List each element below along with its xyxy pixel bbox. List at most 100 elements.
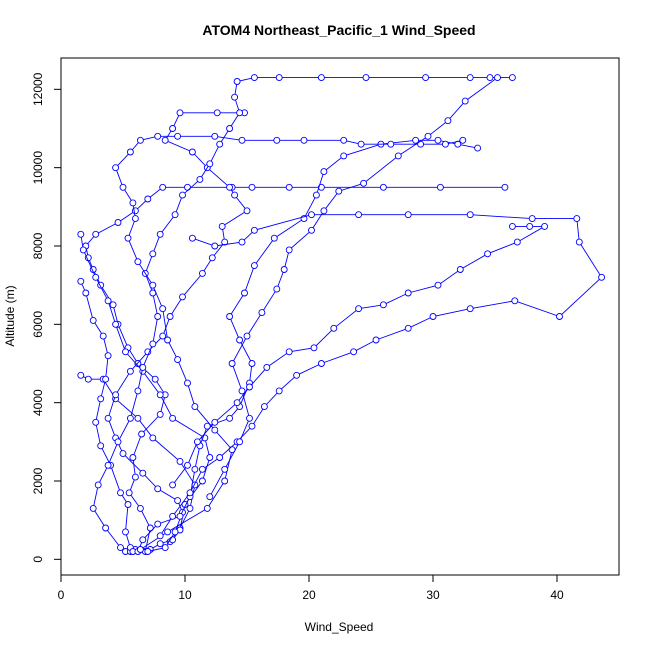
data-point (429, 313, 437, 320)
data-point (151, 375, 159, 383)
series-layer (77, 74, 606, 555)
profile-series (104, 109, 251, 555)
x-axis-label: Wind_Speed (305, 620, 374, 634)
data-point (112, 391, 120, 399)
series-line (80, 281, 131, 548)
data-point (174, 356, 182, 364)
data-point (114, 219, 122, 226)
data-point (169, 481, 177, 489)
y-tick-label: 0 (31, 556, 45, 563)
data-point (233, 78, 241, 85)
data-point (161, 136, 169, 144)
data-point (176, 109, 184, 117)
data-point (119, 183, 127, 191)
data-point (412, 136, 420, 144)
series-line (132, 139, 478, 552)
data-point (156, 230, 164, 238)
data-point (360, 179, 368, 187)
data-point (211, 242, 219, 250)
data-point (136, 504, 144, 512)
data-point (317, 74, 325, 82)
data-point (154, 520, 162, 528)
x-tick-label: 20 (302, 588, 316, 602)
data-point (134, 387, 142, 395)
data-point (236, 336, 244, 344)
data-point (149, 281, 157, 289)
y-tick-label: 4000 (31, 389, 45, 416)
data-point (246, 414, 253, 422)
data-point (243, 207, 251, 215)
data-point (198, 477, 206, 485)
data-point (355, 211, 363, 219)
y-axis-label: Altitude (m) (3, 285, 17, 346)
data-point (134, 258, 142, 266)
data-point (310, 344, 318, 352)
data-point (169, 414, 177, 422)
data-point (184, 461, 191, 469)
data-point (109, 301, 117, 309)
data-point (92, 273, 100, 281)
data-point (196, 175, 204, 183)
data-point (191, 465, 199, 473)
data-point (77, 371, 85, 379)
data-point (226, 125, 234, 132)
data-point (379, 183, 387, 191)
data-point (248, 422, 256, 430)
data-point (513, 238, 521, 246)
y-tick-label: 10000 (31, 151, 45, 185)
data-point (320, 168, 328, 176)
data-point (218, 222, 226, 230)
data-point (125, 489, 133, 497)
data-point (350, 348, 358, 356)
data-point (186, 489, 194, 497)
data-point (280, 266, 288, 273)
data-point (404, 324, 412, 332)
data-point (156, 540, 164, 548)
data-point (198, 269, 206, 277)
data-point (273, 285, 281, 293)
data-point (466, 211, 474, 219)
data-point (250, 262, 258, 270)
profile-series (77, 277, 134, 552)
data-point (246, 383, 253, 391)
profile-series (77, 230, 214, 553)
data-point (273, 136, 281, 144)
data-point (355, 305, 363, 313)
x-tick-label: 40 (550, 588, 564, 602)
data-point (312, 191, 320, 199)
data-point (126, 414, 134, 422)
data-point (238, 238, 246, 246)
data-point (174, 132, 182, 140)
data-point (474, 144, 482, 152)
data-point (238, 136, 246, 144)
data-point (139, 536, 147, 544)
data-point (146, 524, 154, 532)
data-point (541, 222, 549, 230)
data-point (508, 74, 516, 82)
data-point (131, 215, 139, 223)
data-point (136, 546, 144, 553)
data-point (340, 136, 348, 144)
data-point (179, 293, 186, 301)
data-point (250, 226, 258, 234)
data-point (231, 93, 239, 101)
data-point (156, 410, 164, 418)
data-point (528, 215, 536, 223)
data-point (92, 230, 100, 238)
data-point (176, 512, 184, 520)
data-point (270, 234, 278, 242)
data-point (357, 140, 365, 148)
data-point (216, 454, 224, 461)
data-point (126, 367, 134, 375)
x-tick-label: 30 (426, 588, 440, 602)
data-point (466, 74, 474, 82)
data-point (149, 250, 157, 258)
plot-area-frame (60, 57, 620, 576)
data-point (238, 387, 246, 395)
data-point (154, 313, 162, 320)
data-point (193, 438, 201, 446)
data-point (139, 469, 147, 477)
data-point (434, 281, 442, 289)
data-point (102, 524, 110, 532)
data-point (154, 132, 162, 140)
